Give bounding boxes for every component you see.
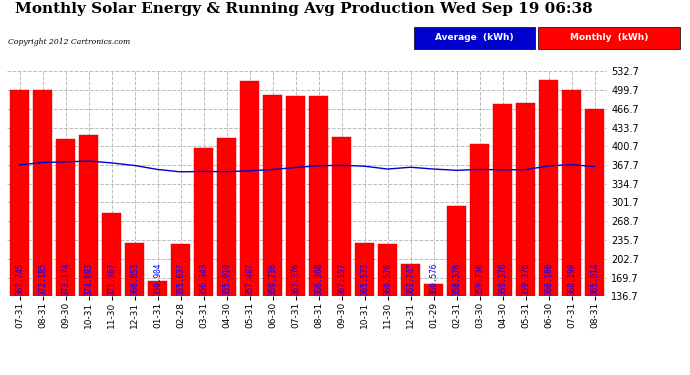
Bar xyxy=(516,103,535,296)
Text: 359.736: 359.736 xyxy=(268,263,277,295)
Bar xyxy=(56,140,75,296)
Bar xyxy=(286,96,305,296)
Bar xyxy=(424,284,443,296)
Text: 372.185: 372.185 xyxy=(38,263,47,295)
Text: 360.576: 360.576 xyxy=(383,263,392,295)
Text: 355.637: 355.637 xyxy=(176,263,185,295)
Text: 374.693: 374.693 xyxy=(84,263,93,295)
Text: 355.919: 355.919 xyxy=(222,263,231,295)
Bar xyxy=(562,90,581,296)
Bar xyxy=(355,243,374,296)
Text: 359.376: 359.376 xyxy=(521,263,530,295)
Text: 359.904: 359.904 xyxy=(153,263,162,295)
Bar xyxy=(309,96,328,296)
Text: 366.853: 366.853 xyxy=(130,263,139,295)
Text: 359.736: 359.736 xyxy=(475,263,484,295)
Bar xyxy=(125,243,144,296)
Bar xyxy=(240,81,259,296)
Bar xyxy=(79,135,98,296)
Text: 363.376: 363.376 xyxy=(291,263,300,295)
Bar xyxy=(414,27,535,50)
Bar xyxy=(33,90,52,296)
Text: 367.745: 367.745 xyxy=(15,263,24,295)
Bar xyxy=(447,206,466,296)
Bar xyxy=(171,244,190,296)
Bar xyxy=(401,264,420,296)
Bar xyxy=(539,81,558,296)
Text: 358.376: 358.376 xyxy=(452,263,461,295)
Text: 359.376: 359.376 xyxy=(498,263,507,295)
Text: Monthly  (kWh): Monthly (kWh) xyxy=(570,33,649,42)
Bar xyxy=(148,281,167,296)
Text: 373.174: 373.174 xyxy=(61,263,70,295)
Text: 356.343: 356.343 xyxy=(199,263,208,295)
Text: 367.157: 367.157 xyxy=(337,263,346,295)
Bar xyxy=(217,138,236,296)
Text: 365.573: 365.573 xyxy=(360,263,369,295)
Text: Monthly Solar Energy & Running Avg Production Wed Sep 19 06:38: Monthly Solar Energy & Running Avg Produ… xyxy=(14,2,593,16)
Text: 357.487: 357.487 xyxy=(245,263,254,295)
Text: 368.198: 368.198 xyxy=(567,263,576,295)
Bar xyxy=(538,27,680,50)
Bar xyxy=(378,244,397,296)
Text: 360.576: 360.576 xyxy=(429,263,438,295)
Bar xyxy=(263,95,282,296)
Text: Average  (kWh): Average (kWh) xyxy=(435,33,514,42)
Text: 371.367: 371.367 xyxy=(107,263,116,295)
Bar xyxy=(332,137,351,296)
Bar xyxy=(493,105,512,296)
Text: 366.368: 366.368 xyxy=(314,263,323,295)
Bar xyxy=(194,148,213,296)
Text: 365.014: 365.014 xyxy=(590,263,599,295)
Bar xyxy=(10,90,29,296)
Text: Copyright 2012 Cartronics.com: Copyright 2012 Cartronics.com xyxy=(8,38,130,45)
Text: 366.186: 366.186 xyxy=(544,263,553,295)
Bar xyxy=(470,144,489,296)
Bar xyxy=(102,213,121,296)
Text: 363.747: 363.747 xyxy=(406,263,415,295)
Bar xyxy=(585,109,604,296)
